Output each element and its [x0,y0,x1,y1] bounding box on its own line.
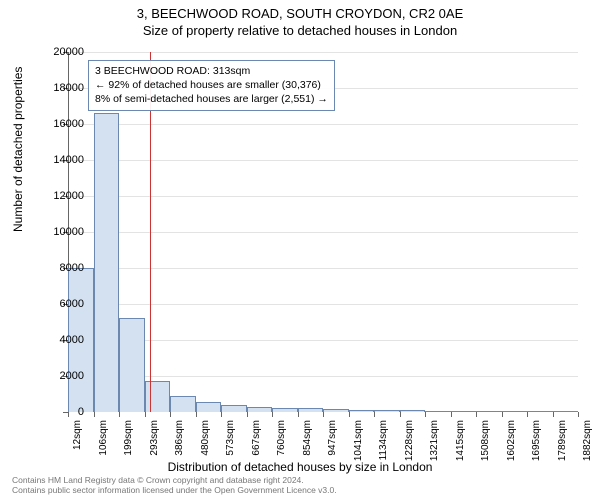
histogram-bar [170,396,196,412]
attribution-line1: Contains HM Land Registry data © Crown c… [12,475,337,486]
plot-area: 12sqm106sqm199sqm293sqm386sqm480sqm573sq… [68,52,578,412]
gridline-h [68,196,578,197]
histogram-bar [196,402,222,412]
attribution-line2: Contains public sector information licen… [12,485,337,496]
gridline-h [68,376,578,377]
gridline-h [68,340,578,341]
y-tick-label: 6000 [36,298,84,310]
chart-container: 3, BEECHWOOD ROAD, SOUTH CROYDON, CR2 0A… [0,0,600,500]
x-tick-mark [400,412,401,417]
x-tick-label: 1508sqm [480,420,491,461]
histogram-bar [323,409,349,412]
histogram-bar [451,411,477,412]
x-tick-label: 1134sqm [378,420,389,460]
x-tick-mark [196,412,197,417]
gridline-h [68,232,578,233]
histogram-bar [298,408,324,412]
x-tick-mark [349,412,350,417]
x-axis-label: Distribution of detached houses by size … [0,460,600,474]
y-tick-label: 18000 [36,82,84,94]
y-tick-label: 14000 [36,154,84,166]
x-tick-label: 480sqm [200,420,211,456]
annotation-line: 3 BEECHWOOD ROAD: 313sqm [95,64,328,78]
histogram-bar [527,411,553,412]
x-tick-mark [527,412,528,417]
x-tick-label: 760sqm [276,420,287,456]
y-tick-label: 2000 [36,370,84,382]
annotation-box: 3 BEECHWOOD ROAD: 313sqm← 92% of detache… [88,60,335,111]
x-tick-label: 199sqm [123,420,134,456]
annotation-line: ← 92% of detached houses are smaller (30… [95,78,328,92]
x-tick-label: 573sqm [225,420,236,456]
x-tick-label: 947sqm [327,420,338,456]
x-tick-mark [272,412,273,417]
x-tick-mark [578,412,579,417]
x-tick-label: 1695sqm [531,420,542,461]
histogram-bar [247,407,273,412]
x-tick-label: 1041sqm [353,420,364,461]
y-tick-label: 8000 [36,262,84,274]
chart-title-line1: 3, BEECHWOOD ROAD, SOUTH CROYDON, CR2 0A… [0,0,600,21]
histogram-bar [476,411,502,412]
x-tick-mark [298,412,299,417]
histogram-bar [221,405,247,412]
x-tick-mark [502,412,503,417]
x-tick-label: 667sqm [251,420,262,456]
x-tick-label: 1789sqm [557,420,568,461]
x-tick-mark [451,412,452,417]
x-tick-label: 386sqm [174,420,185,456]
histogram-bar [94,113,120,412]
histogram-bar [119,318,145,412]
x-tick-label: 1228sqm [404,420,415,461]
y-tick-label: 20000 [36,46,84,58]
x-tick-mark [119,412,120,417]
y-axis-label: Number of detached properties [11,67,25,232]
histogram-bar [272,408,298,413]
y-tick-label: 12000 [36,190,84,202]
attribution-text: Contains HM Land Registry data © Crown c… [12,475,337,496]
x-tick-label: 1415sqm [455,420,466,461]
x-tick-mark [247,412,248,417]
histogram-bar [425,411,451,412]
x-tick-label: 12sqm [72,420,83,450]
x-tick-mark [323,412,324,417]
histogram-bar [374,410,400,412]
histogram-bar [400,410,426,412]
annotation-line: 8% of semi-detached houses are larger (2… [95,92,328,106]
x-tick-mark [170,412,171,417]
y-tick-label: 0 [36,406,84,418]
y-tick-label: 4000 [36,334,84,346]
x-tick-label: 1602sqm [506,420,517,461]
x-tick-label: 293sqm [149,420,160,456]
x-tick-mark [374,412,375,417]
y-tick-label: 10000 [36,226,84,238]
gridline-h [68,52,578,53]
histogram-bar [145,381,171,412]
x-tick-mark [476,412,477,417]
gridline-h [68,124,578,125]
y-tick-label: 16000 [36,118,84,130]
x-tick-mark [145,412,146,417]
x-tick-mark [425,412,426,417]
histogram-bar [349,410,375,412]
x-tick-label: 1882sqm [582,420,593,461]
x-tick-label: 1321sqm [429,420,440,461]
x-tick-label: 106sqm [98,420,109,456]
chart-title-line2: Size of property relative to detached ho… [0,21,600,38]
gridline-h [68,268,578,269]
x-tick-mark [553,412,554,417]
histogram-bar [502,411,528,412]
gridline-h [68,160,578,161]
x-tick-mark [94,412,95,417]
x-tick-mark [221,412,222,417]
histogram-bar [553,411,579,412]
gridline-h [68,304,578,305]
x-tick-label: 854sqm [302,420,313,456]
